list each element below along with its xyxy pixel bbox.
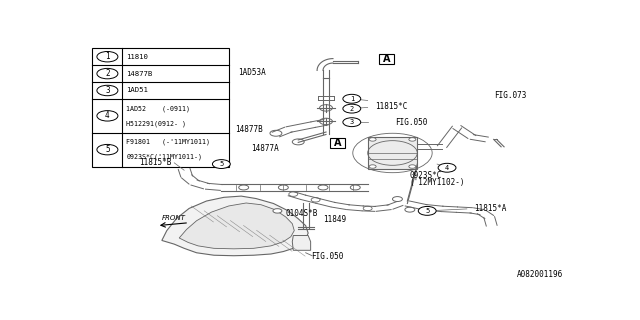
Text: 3: 3 bbox=[105, 86, 109, 95]
Circle shape bbox=[278, 185, 288, 190]
Bar bbox=[92, 48, 229, 166]
Circle shape bbox=[438, 163, 456, 172]
Text: 1: 1 bbox=[349, 96, 354, 102]
Circle shape bbox=[369, 165, 376, 168]
Text: A: A bbox=[383, 54, 390, 64]
Circle shape bbox=[292, 139, 304, 145]
Text: 5: 5 bbox=[425, 208, 429, 214]
Text: 14877B: 14877B bbox=[235, 125, 262, 134]
Circle shape bbox=[97, 52, 118, 62]
Text: 2: 2 bbox=[349, 106, 354, 112]
Circle shape bbox=[97, 85, 118, 96]
Text: FIG.073: FIG.073 bbox=[494, 91, 527, 100]
Circle shape bbox=[97, 68, 118, 79]
Circle shape bbox=[273, 209, 282, 213]
Text: 1: 1 bbox=[105, 52, 109, 61]
Text: FIG.050: FIG.050 bbox=[310, 252, 343, 261]
Polygon shape bbox=[179, 203, 294, 249]
Text: 3: 3 bbox=[349, 119, 354, 125]
Text: 11815*C: 11815*C bbox=[375, 102, 408, 111]
Circle shape bbox=[318, 185, 328, 190]
Text: 5: 5 bbox=[105, 145, 109, 154]
Circle shape bbox=[343, 104, 361, 113]
Text: 2: 2 bbox=[105, 69, 109, 78]
Polygon shape bbox=[292, 236, 310, 250]
Text: 0104S*B: 0104S*B bbox=[286, 209, 318, 218]
Text: A082001196: A082001196 bbox=[517, 270, 564, 279]
Text: 11810: 11810 bbox=[126, 54, 148, 60]
Bar bbox=[379, 54, 394, 64]
Circle shape bbox=[369, 138, 376, 141]
Text: A: A bbox=[334, 138, 342, 148]
Circle shape bbox=[343, 94, 361, 103]
Text: FIG.050: FIG.050 bbox=[395, 118, 428, 127]
Circle shape bbox=[97, 144, 118, 155]
Circle shape bbox=[405, 207, 415, 212]
Text: 11815*A: 11815*A bbox=[474, 204, 507, 213]
Circle shape bbox=[409, 138, 416, 141]
Text: 11849: 11849 bbox=[323, 215, 346, 224]
Text: 0923S*C: 0923S*C bbox=[410, 171, 442, 180]
Circle shape bbox=[392, 196, 403, 202]
Text: 0923S*C('11MY1011-): 0923S*C('11MY1011-) bbox=[126, 154, 202, 160]
Text: FRONT: FRONT bbox=[162, 215, 186, 221]
Text: 4: 4 bbox=[445, 165, 449, 171]
Text: 1AD52    (-0911): 1AD52 (-0911) bbox=[126, 105, 190, 112]
Text: 14877A: 14877A bbox=[251, 144, 278, 153]
Bar bbox=[367, 137, 417, 169]
Text: ('12MY1102-): ('12MY1102-) bbox=[410, 178, 465, 187]
Text: F91801   (-'11MY1011): F91801 (-'11MY1011) bbox=[126, 139, 211, 146]
Circle shape bbox=[212, 160, 230, 169]
Bar bbox=[330, 138, 346, 148]
Circle shape bbox=[270, 130, 282, 136]
Circle shape bbox=[239, 185, 249, 190]
Circle shape bbox=[97, 111, 118, 121]
Text: H512291(0912- ): H512291(0912- ) bbox=[126, 120, 186, 126]
Text: 11815*B: 11815*B bbox=[140, 158, 172, 167]
Circle shape bbox=[350, 185, 360, 190]
Circle shape bbox=[419, 206, 436, 215]
Polygon shape bbox=[162, 196, 308, 256]
Text: 14877B: 14877B bbox=[126, 71, 152, 76]
Text: 4: 4 bbox=[105, 111, 109, 120]
Text: 1AD53A: 1AD53A bbox=[238, 68, 266, 77]
Circle shape bbox=[289, 192, 298, 196]
Circle shape bbox=[409, 165, 416, 168]
Circle shape bbox=[311, 197, 320, 202]
Text: 5: 5 bbox=[220, 161, 223, 167]
Circle shape bbox=[364, 206, 372, 211]
Circle shape bbox=[343, 118, 361, 127]
Text: 1AD51: 1AD51 bbox=[126, 87, 148, 93]
